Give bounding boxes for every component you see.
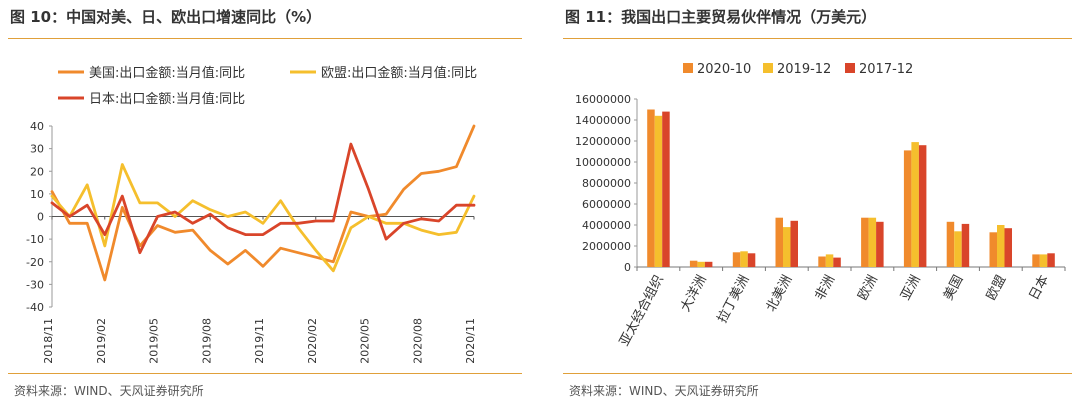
right-title-divider — [563, 38, 1072, 39]
y-tick-label: 6000000 — [582, 198, 631, 211]
x-tick-label: 2019/02 — [95, 318, 108, 364]
bar-1-1 — [697, 261, 705, 268]
x-tick-label: 2020/08 — [411, 318, 424, 364]
bar-7-2 — [961, 223, 970, 267]
bar-7-0 — [946, 221, 955, 267]
bar-0-1 — [654, 115, 663, 267]
category-label: 欧洲 — [855, 273, 880, 303]
y-tick-label: 0 — [624, 261, 631, 274]
legend-swatch-0 — [683, 63, 693, 73]
bar-2-1 — [740, 251, 748, 268]
right-bar-chart: 2020-10 2019-12 2017-12 0 2000000 4000000 6000… — [575, 62, 1066, 349]
y-tick-label: 40 — [30, 120, 44, 133]
bar-1-0 — [689, 260, 698, 267]
y-tick-label: 20 — [30, 165, 44, 178]
legend-swatch-2 — [845, 63, 855, 73]
bar-6-2 — [918, 145, 927, 267]
y-tick-label: 12000000 — [575, 135, 631, 148]
x-tick-label: 2020/02 — [306, 318, 319, 364]
x-tick-label: 2019/11 — [253, 318, 266, 364]
bar-8-2 — [1004, 228, 1012, 267]
bar-4-2 — [833, 257, 841, 267]
bar-3-1 — [783, 227, 791, 267]
left-title-divider — [8, 38, 522, 39]
bar-5-0 — [861, 217, 869, 267]
bar-6-1 — [911, 142, 919, 267]
y-tick-label: -10 — [26, 233, 44, 246]
legend-label-2: 日本:出口金额:当月值:同比 — [89, 91, 245, 107]
bar-3-2 — [790, 220, 798, 267]
category-label: 欧盟 — [984, 273, 1009, 303]
bar-4-0 — [818, 256, 826, 267]
category-label: 非洲 — [813, 273, 838, 303]
category-label: 亚洲 — [898, 273, 923, 303]
x-tick-label: 2020/05 — [359, 318, 372, 364]
bar-7-1 — [954, 231, 962, 267]
right-source-note: 资料来源：WIND、天风证券研究所 — [569, 384, 759, 398]
y-tick-label: 0 — [37, 211, 44, 224]
bar-2-2 — [747, 253, 756, 267]
x-tick-label: 2019/08 — [200, 318, 213, 364]
right-chart-title: 图 11：我国出口主要贸易伙伴情况（万美元） — [565, 8, 877, 26]
legend-label-1: 欧盟:出口金额:当月值:同比 — [321, 65, 477, 81]
legend-label-2: 2017-12 — [859, 62, 913, 77]
series-line-0 — [50, 124, 476, 282]
left-line-chart: 美国:出口金额:当月值:同比 欧盟:出口金额:当月值:同比日本:出口金额:当月值:… — [26, 65, 477, 364]
legend-label-0: 美国:出口金额:当月值:同比 — [89, 65, 245, 81]
x-tick-label: 2020/11 — [464, 318, 477, 364]
bar-1-2 — [704, 261, 713, 268]
y-tick-label: 14000000 — [575, 114, 631, 127]
category-label: 拉丁美洲 — [715, 273, 753, 326]
y-tick-label: 10 — [30, 188, 44, 201]
bar-0-2 — [662, 111, 670, 267]
legend-label-0: 2020-10 — [697, 62, 751, 77]
y-tick-label: 10000000 — [575, 156, 631, 169]
category-label: 亚太经合组织 — [617, 273, 667, 349]
bar-2-0 — [732, 252, 741, 267]
bar-9-1 — [1039, 254, 1048, 267]
bar-0-0 — [647, 109, 655, 267]
y-tick-label: 8000000 — [582, 177, 631, 190]
bar-9-0 — [1032, 254, 1040, 267]
y-tick-label: -40 — [26, 301, 44, 314]
series-line-2 — [50, 142, 476, 255]
bar-5-1 — [868, 217, 877, 267]
y-tick-label: 2000000 — [582, 240, 631, 253]
x-tick-label: 2019/05 — [148, 318, 161, 364]
category-label: 大洋洲 — [678, 273, 710, 314]
left-source-note: 资料来源：WIND、天风证券研究所 — [14, 384, 204, 398]
y-tick-label: 4000000 — [582, 219, 631, 232]
category-label: 美国 — [941, 273, 966, 303]
bar-9-2 — [1047, 253, 1055, 267]
bar-5-2 — [876, 221, 884, 267]
y-tick-label: 30 — [30, 143, 44, 156]
legend-swatch-1 — [763, 63, 773, 73]
left-chart-panel: 图 10：中国对美、日、欧出口增速同比（%） 美国:出口金额:当月值:同比 欧盟:… — [0, 0, 530, 407]
x-tick-label: 2018/11 — [42, 318, 55, 364]
bar-8-0 — [989, 232, 997, 267]
bar-3-0 — [775, 217, 783, 267]
bar-8-1 — [997, 225, 1005, 267]
y-tick-label: -20 — [26, 256, 44, 269]
left-chart-title: 图 10：中国对美、日、欧出口增速同比（%） — [10, 8, 322, 26]
legend-label-1: 2019-12 — [777, 62, 831, 77]
bar-4-1 — [825, 254, 834, 267]
y-tick-label: 16000000 — [575, 93, 631, 106]
right-chart-panel: 图 11：我国出口主要贸易伙伴情况（万美元） 2020-10 2019-12 201… — [555, 0, 1080, 407]
category-label: 日本 — [1027, 273, 1052, 303]
left-footer-divider — [8, 373, 522, 374]
bar-6-0 — [903, 150, 912, 267]
y-tick-label: -30 — [26, 278, 44, 291]
category-label: 北美洲 — [764, 273, 796, 314]
right-footer-divider — [563, 373, 1072, 374]
